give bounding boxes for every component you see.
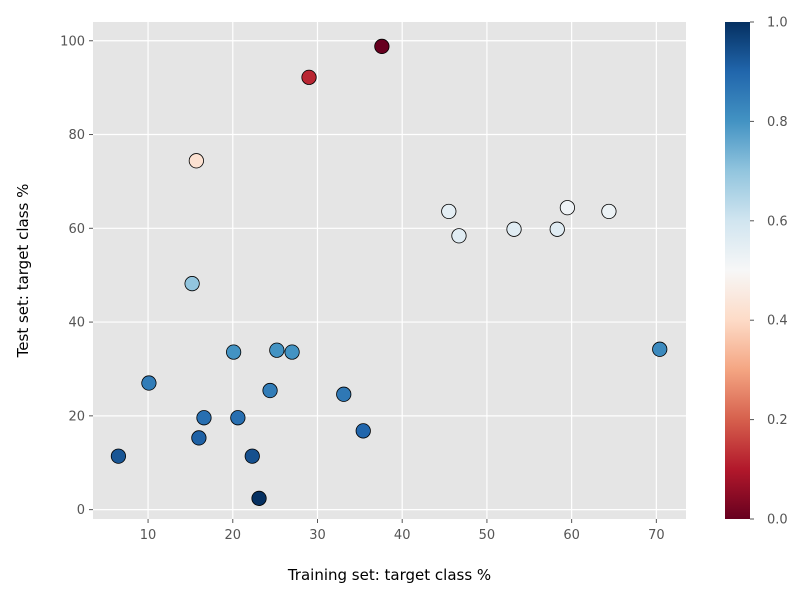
scatter-point [251, 490, 267, 506]
scatter-point [269, 342, 285, 358]
scatter-point [601, 203, 617, 220]
colorbar-tick-label: 1.0 [767, 16, 788, 31]
colorbar-ticks: 0.0 0.2 0.4 0.6 0.8 1.0 [750, 16, 788, 528]
scatter-point [506, 221, 522, 237]
scatter-point [374, 38, 390, 54]
scatter-point [226, 344, 242, 360]
scatter-point [188, 153, 204, 169]
scatter-point [110, 448, 127, 464]
plot-background [93, 22, 686, 519]
scatter-point [451, 228, 467, 244]
x-tick-label: 40 [394, 528, 411, 543]
colorbar-tick-label: 0.4 [767, 314, 788, 329]
scatter-point [441, 203, 457, 220]
x-axis-label: Training set: target class % [287, 566, 491, 584]
y-tick-label: 100 [60, 34, 85, 49]
colorbar-tick-label: 0.6 [767, 214, 788, 229]
scatter-point [191, 430, 207, 446]
colorbar [725, 22, 750, 519]
scatter-point [230, 410, 246, 426]
grid-lines [93, 22, 686, 519]
data-points [110, 38, 668, 506]
y-axis-ticks: 0 20 40 60 80 100 [60, 34, 93, 518]
x-tick-label: 60 [563, 528, 580, 543]
x-tick-label: 10 [140, 528, 157, 543]
y-tick-label: 20 [68, 409, 85, 424]
y-tick-label: 80 [68, 128, 85, 143]
x-tick-label: 70 [648, 528, 665, 543]
scatter-point [284, 344, 300, 360]
scatter-point [141, 375, 157, 391]
colorbar-tick-label: 0.8 [767, 115, 788, 130]
scatter-point [652, 341, 668, 357]
x-axis-ticks: 10 20 30 40 50 60 70 [140, 519, 665, 543]
scatter-point [196, 410, 212, 426]
y-axis-label: Test set: target class % [14, 184, 32, 359]
scatter-point [336, 386, 352, 402]
x-tick-label: 50 [479, 528, 496, 543]
scatter-point [184, 276, 200, 292]
colorbar-tick-label: 0.0 [767, 513, 788, 528]
colorbar-tick-label: 0.2 [767, 413, 788, 428]
scatter-point [559, 200, 576, 216]
scatter-point [244, 448, 260, 464]
scatter-point [301, 69, 317, 85]
scatter-point [262, 382, 278, 399]
x-tick-label: 20 [225, 528, 242, 543]
y-tick-label: 40 [68, 316, 85, 331]
scatter-point [355, 423, 371, 439]
scatter-point [549, 221, 565, 237]
y-tick-label: 60 [68, 222, 85, 237]
x-tick-label: 30 [309, 528, 326, 543]
y-tick-label: 0 [77, 503, 85, 518]
